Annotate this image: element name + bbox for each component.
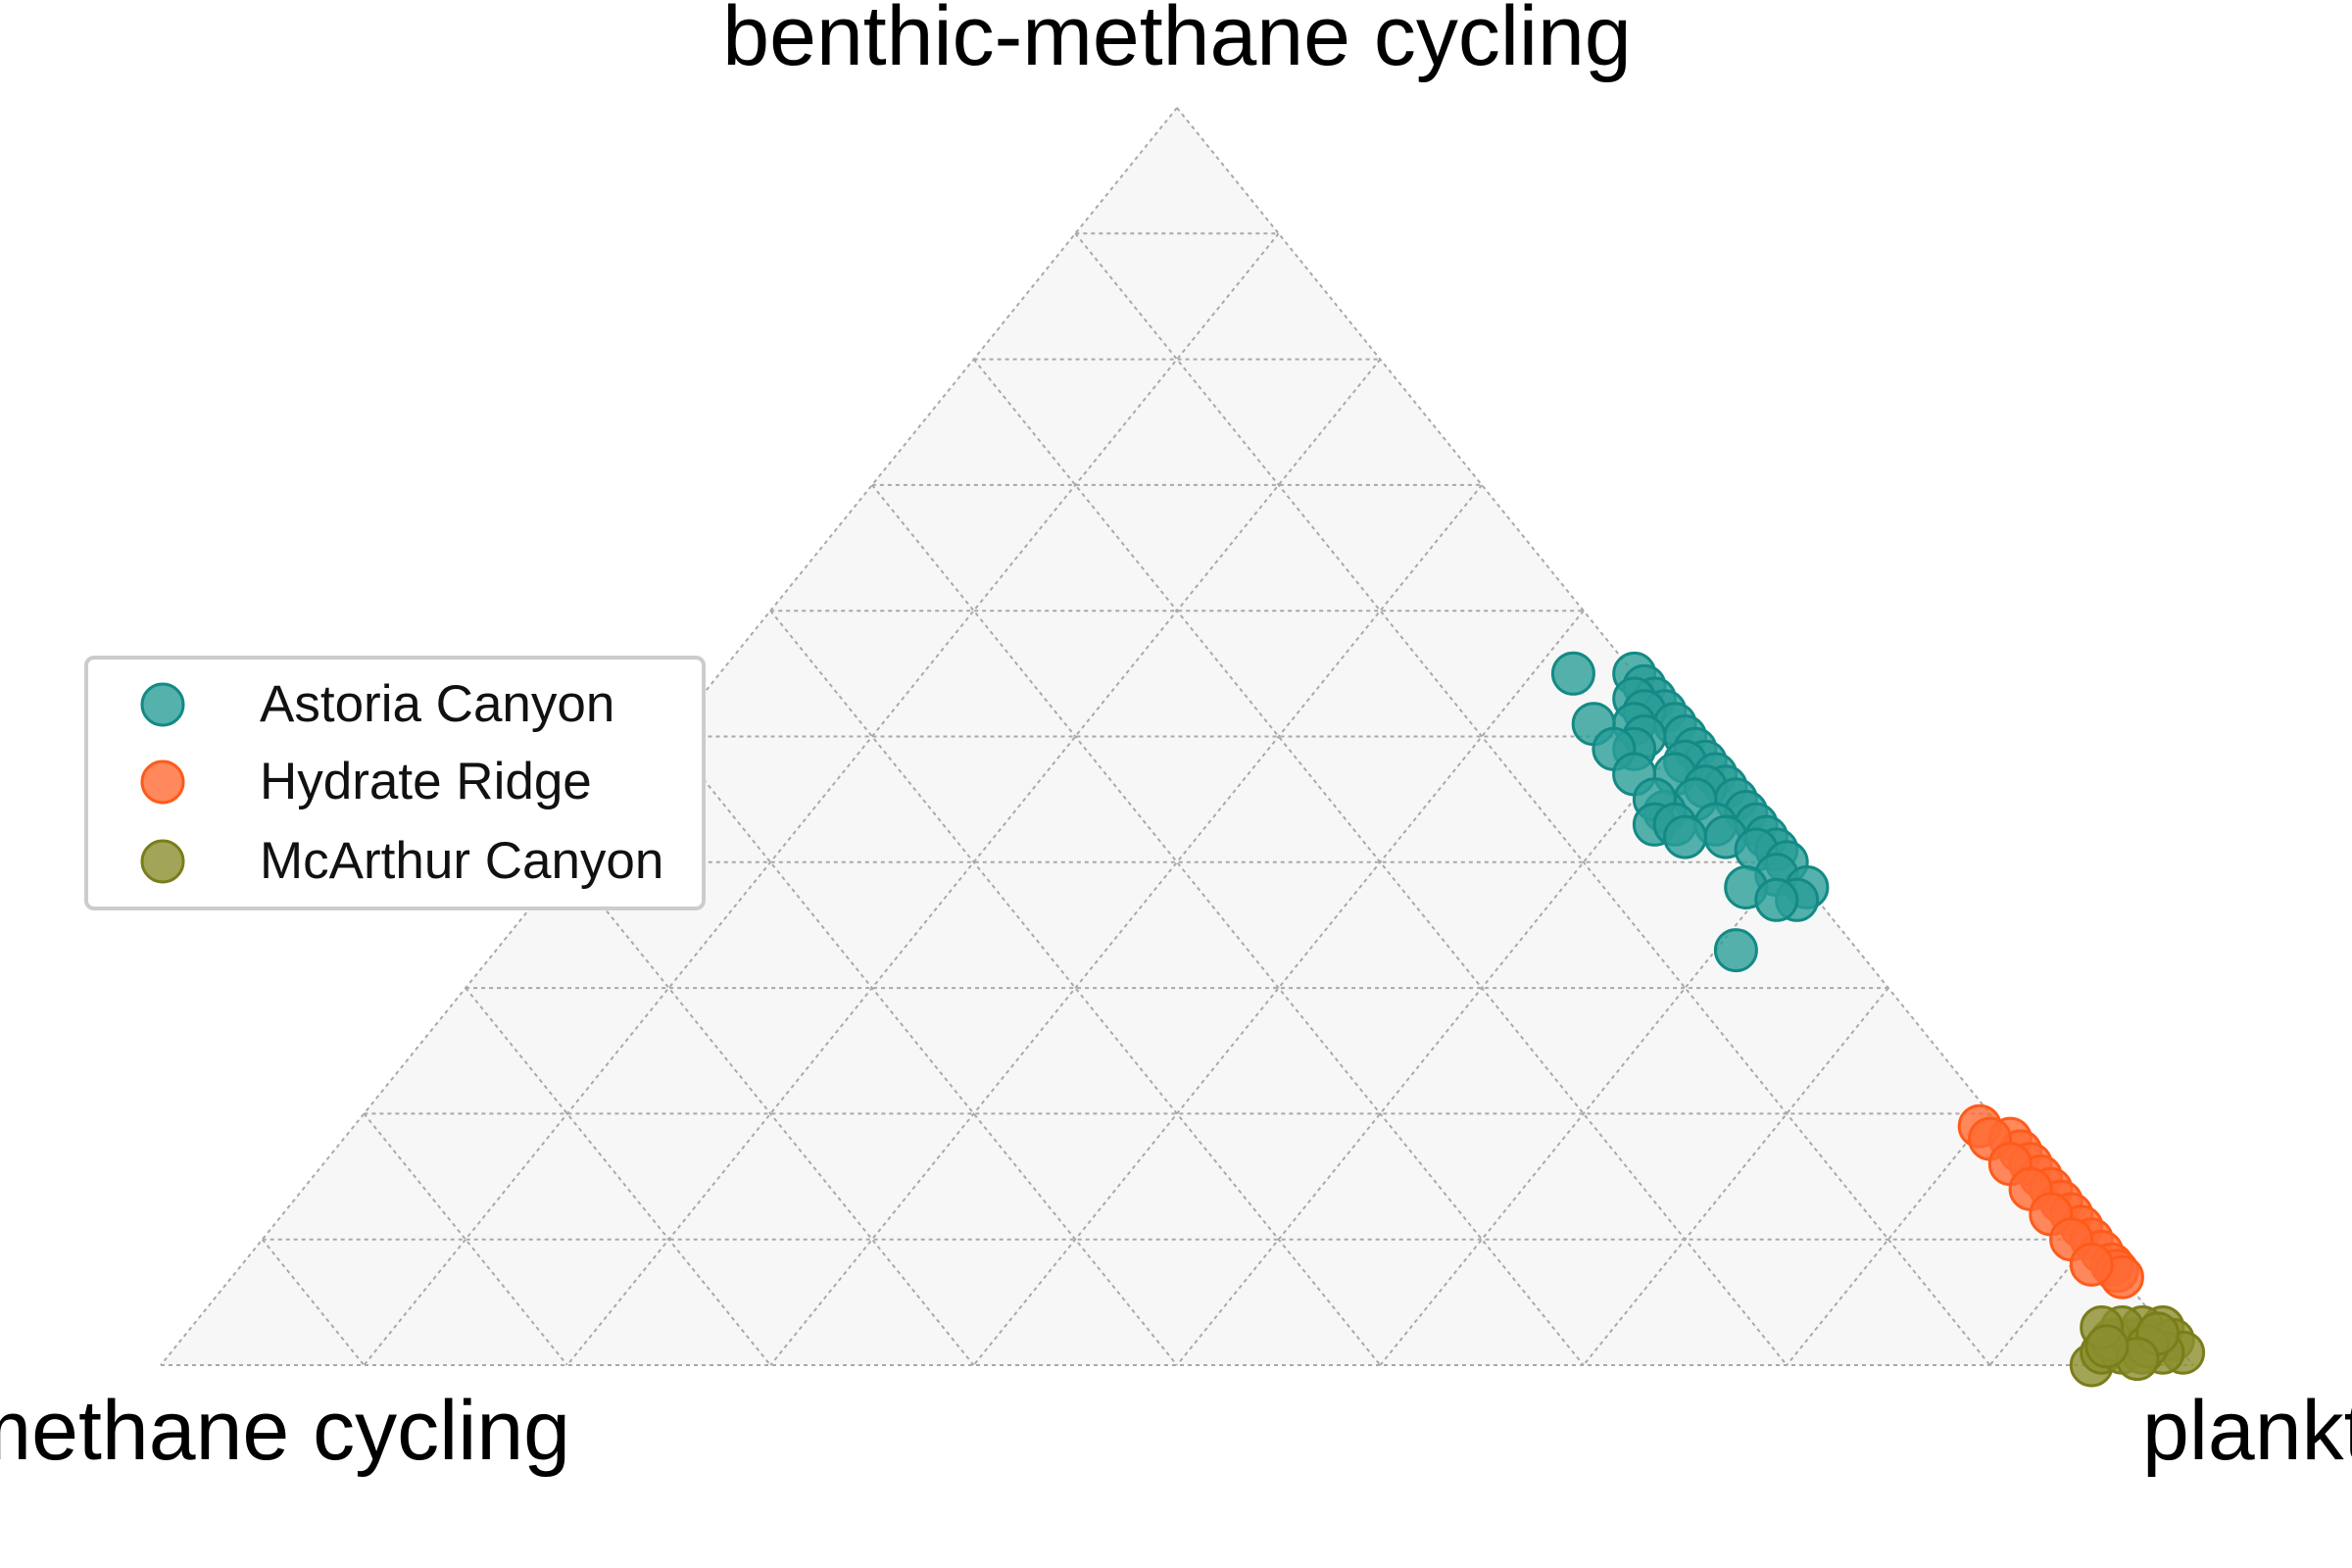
point-astoria-canyon-0 (1550, 651, 1595, 696)
legend-marker-mcarthur-canyon (140, 839, 185, 884)
point-mcarthur-canyon-17 (2084, 1324, 2130, 1369)
grid-line-left-5 (667, 735, 1178, 1366)
grid-line-right-7 (1583, 987, 1889, 1366)
series-hydrate-ridge (1957, 1103, 2144, 1299)
top-vertex-label: benthic-methane cycling (722, 0, 1631, 83)
point-astoria-canyon-39 (1663, 814, 1707, 859)
point-astoria-canyon-42 (1713, 928, 1758, 973)
grid-line-left-9 (261, 1239, 366, 1366)
series-astoria-canyon (1550, 651, 1830, 973)
triangle-background (161, 108, 2193, 1365)
left-vertex-label: methane cycling (0, 1384, 570, 1478)
grid-line-left-7 (465, 987, 771, 1366)
legend: Astoria Canyon Hydrate Ridge McArthur Ca… (84, 656, 706, 910)
grid-line-right-8 (1786, 1112, 1991, 1366)
series-mcarthur-canyon (2069, 1305, 2206, 1388)
legend-label-mcarthur-canyon: McArthur Canyon (260, 832, 663, 890)
legend-marker-astoria-canyon (140, 682, 185, 727)
legend-box (84, 656, 706, 910)
point-astoria-canyon-41 (1754, 877, 1799, 922)
plot-area (160, 107, 2206, 1388)
right-vertex-label: planktonic (2142, 1384, 2352, 1478)
point-hydrate-ridge-19 (2069, 1242, 2114, 1287)
grid-line-right-6 (1379, 861, 1788, 1366)
points-layer (1550, 651, 2206, 1388)
grid-line-right-5 (1176, 735, 1687, 1366)
grid-line-left-8 (363, 1112, 568, 1366)
grid-line-right-3 (769, 484, 1483, 1366)
legend-label-astoria-canyon: Astoria Canyon (260, 675, 614, 733)
legend-item-hydrate-ridge: Hydrate Ridge (140, 753, 592, 810)
legend-item-mcarthur-canyon: McArthur Canyon (140, 832, 663, 890)
legend-label-hydrate-ridge: Hydrate Ridge (260, 753, 592, 810)
grid-line-left-6 (566, 861, 975, 1366)
legend-item-astoria-canyon: Astoria Canyon (140, 675, 614, 733)
grid-line-left-3 (871, 484, 1585, 1366)
legend-marker-hydrate-ridge (140, 760, 185, 805)
